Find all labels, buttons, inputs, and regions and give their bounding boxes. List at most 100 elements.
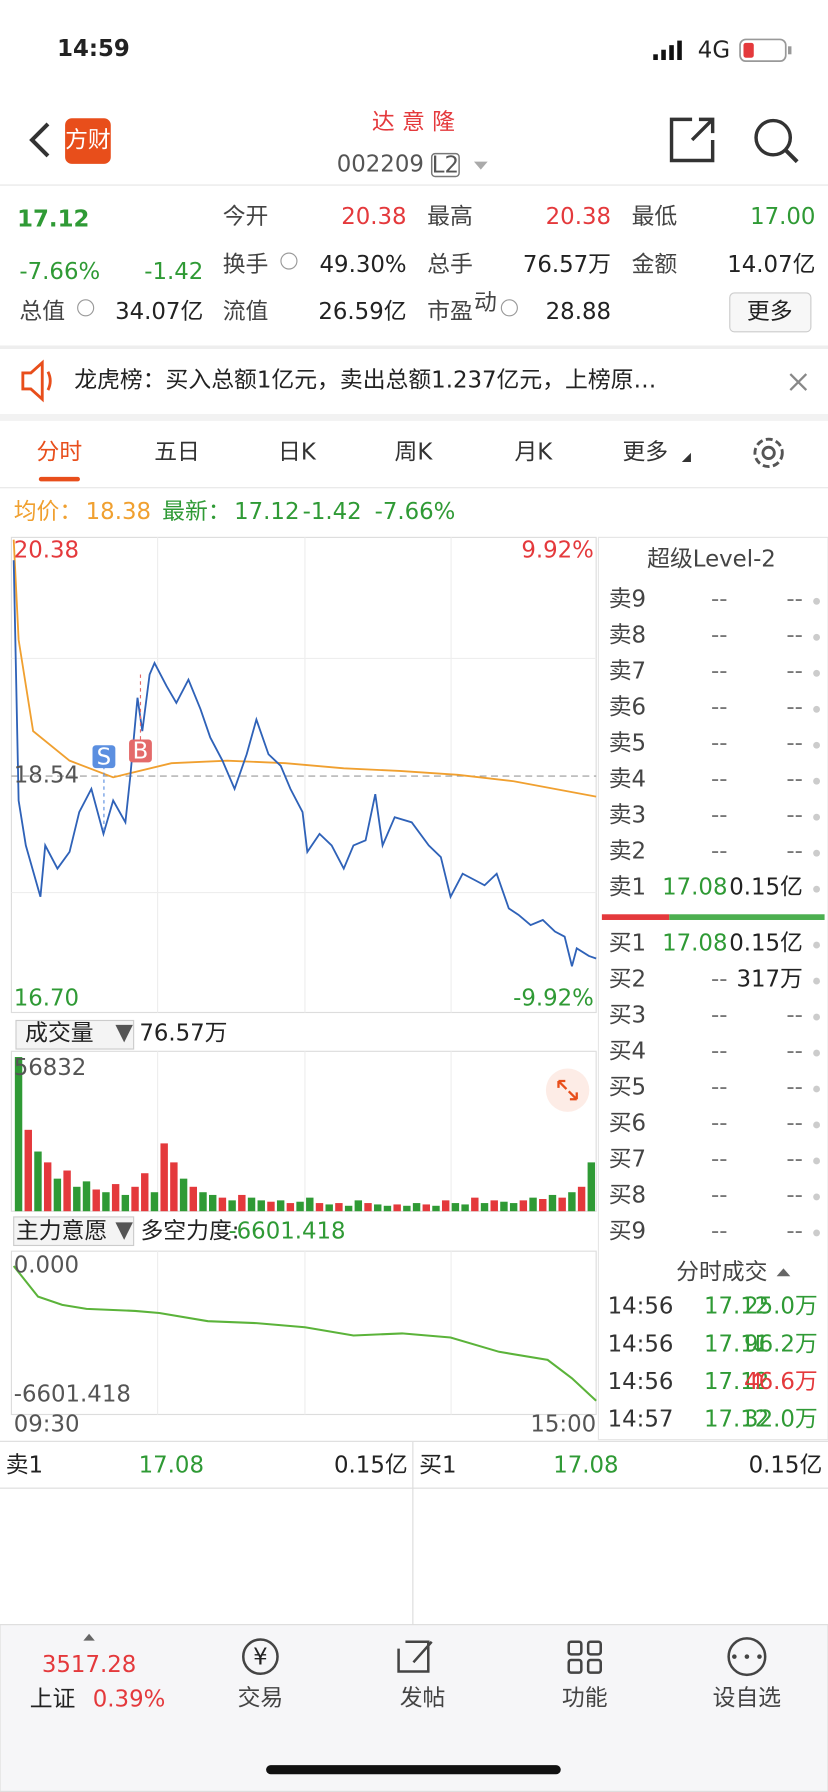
stock-name: 达 意 隆 [372, 109, 455, 135]
ob-volume: -- [786, 659, 802, 685]
ob-price: -- [711, 1146, 727, 1172]
volume-bar [170, 1162, 178, 1212]
tab[interactable]: 日K [278, 439, 317, 465]
dropdown-icon[interactable] [473, 161, 488, 170]
volume-bar [63, 1170, 71, 1212]
volume-bar [121, 1194, 130, 1212]
volume-bar [228, 1200, 236, 1212]
dot-icon [757, 1654, 762, 1659]
volume-selector[interactable] [15, 1019, 135, 1050]
force-metric: -6601.418 [228, 1218, 345, 1244]
notice-text[interactable]: 龙虎榜：买入总额1亿元，卖出总额1.237亿元，上榜原… [74, 367, 656, 393]
trade-marker: S [97, 744, 112, 770]
orderbook-frame [597, 536, 828, 1441]
home-indicator [266, 1765, 561, 1775]
back-button[interactable] [29, 122, 50, 158]
network: 4G [698, 37, 730, 63]
sort-icon[interactable] [776, 1268, 791, 1277]
field-value: 34.07亿 [115, 299, 203, 325]
volume-total: 76.57万 [139, 1021, 227, 1047]
tab-bar-item[interactable]: 设自选 [713, 1685, 782, 1711]
index-change[interactable]: 0.39% [93, 1687, 166, 1713]
ob-price: -- [711, 731, 727, 757]
volume-bar [558, 1197, 566, 1212]
ob-price: -- [711, 1002, 727, 1028]
volume-bar [490, 1200, 498, 1212]
expand-button[interactable] [545, 1068, 590, 1112]
field-label: 今开 [223, 204, 269, 230]
ob-volume: -- [786, 587, 802, 613]
ob-volume: -- [786, 1110, 802, 1136]
tab[interactable]: 分时 [37, 439, 83, 465]
volume-bar [247, 1197, 256, 1212]
last-change: -1.42 [303, 499, 362, 525]
volume-bar [471, 1197, 479, 1212]
ob-price: 17.08 [662, 875, 727, 901]
tab[interactable]: 月K [514, 439, 553, 465]
ob-volume: -- [786, 1182, 802, 1208]
ob-dot [813, 1121, 821, 1129]
field-label: 金额 [632, 252, 678, 278]
volume-bar [53, 1178, 62, 1212]
field-label: 总手 [427, 252, 473, 278]
volume-bar [179, 1178, 188, 1212]
tab[interactable]: 更多 [622, 439, 668, 465]
trade-volume: 32.0万 [744, 1407, 818, 1433]
divider [0, 184, 828, 186]
index-value[interactable]: 3517.28 [42, 1652, 136, 1678]
volume-bar [315, 1203, 324, 1212]
volume-bar [568, 1192, 576, 1212]
tab-bar-item[interactable]: 功能 [562, 1685, 608, 1711]
tab[interactable]: 周K [395, 439, 434, 465]
ob-volume: -- [786, 731, 802, 757]
ob-price: -- [711, 695, 727, 721]
ob-label: 卖4 [609, 767, 646, 793]
more-label[interactable]: 更多 [747, 299, 793, 325]
tab-bar [0, 1624, 828, 1792]
dot-icon [732, 1654, 737, 1659]
more-button[interactable] [729, 292, 812, 333]
field-value: 26.59亿 [318, 299, 406, 325]
ob-label: 买4 [609, 1038, 646, 1064]
change-pct: -7.66% [19, 259, 100, 285]
volume-bar [412, 1203, 421, 1212]
force-selector[interactable] [13, 1216, 135, 1247]
volume-bar [519, 1200, 528, 1212]
last-price: 17.12 [17, 206, 89, 232]
ob-volume: -- [786, 839, 802, 865]
volume-bar [150, 1192, 159, 1212]
settings-button[interactable] [753, 437, 784, 469]
ob-price: -- [711, 803, 727, 829]
volume-bar [587, 1162, 596, 1212]
volume-bar [43, 1162, 52, 1212]
ob-dot [813, 741, 821, 749]
ob-dot [813, 885, 821, 893]
volume-bar [111, 1184, 120, 1212]
ob-volume: 0.15亿 [729, 875, 803, 901]
volume-bar [34, 1151, 42, 1212]
volume-label[interactable]: 成交量 [25, 1021, 93, 1047]
tab-bar-item[interactable]: 发帖 [400, 1685, 446, 1711]
avg-value: 18.38 [86, 499, 151, 525]
share-button[interactable] [669, 117, 715, 163]
force-label[interactable]: 主力意愿 [16, 1218, 107, 1244]
avg-label: 均价： [14, 499, 82, 525]
badge-box [430, 152, 460, 178]
index-arrow [83, 1633, 95, 1641]
trade-price: 17.12 [704, 1294, 769, 1320]
volume-bar [92, 1189, 100, 1212]
volume-bar [344, 1205, 353, 1212]
field-label: 最高 [427, 204, 473, 230]
ob-price: -- [711, 1038, 727, 1064]
ob-dot [813, 1229, 821, 1237]
search-button[interactable] [754, 118, 799, 164]
volume-bar [461, 1204, 469, 1212]
index-name[interactable]: 上证 [30, 1687, 76, 1713]
volume-bar [286, 1203, 295, 1212]
close-button[interactable] [789, 373, 808, 391]
volume-bar [480, 1203, 489, 1212]
ob-price: -- [711, 1074, 727, 1100]
tab[interactable]: 五日 [154, 439, 200, 465]
tab-bar-item[interactable]: 交易 [238, 1685, 284, 1711]
